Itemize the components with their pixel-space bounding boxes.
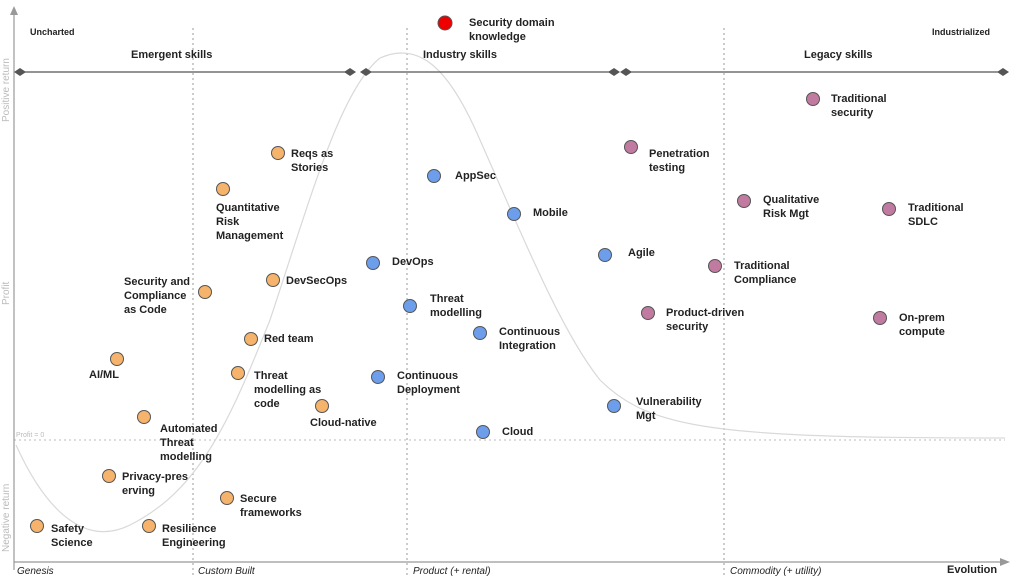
node-dot-agile	[598, 248, 612, 262]
y-axis-arrow	[10, 6, 18, 15]
node-label-secure-frameworks: Secure frameworks	[240, 493, 302, 519]
zone-bracket-emergent	[14, 68, 356, 76]
y-label-profit: Profit	[1, 281, 12, 305]
node-label-qualitative-risk-mgt: Qualitative Risk Mgt	[763, 194, 820, 220]
node-dot-product-driven-security	[641, 306, 655, 320]
node-label-ai-ml: AI/ML	[89, 369, 119, 381]
node-dot-vulnerability-mgt	[607, 399, 621, 413]
node-dot-penetration-testing	[624, 140, 638, 154]
node-label-traditional-security: Traditional security	[831, 93, 887, 119]
node-label-cloud: Cloud	[502, 426, 534, 438]
zone-bracket-legacy	[620, 68, 1009, 76]
node-label-safety-science: Safety Science	[51, 523, 93, 549]
zone-label-legacy: Legacy skills	[804, 49, 873, 61]
node-label-threat-modelling-as-code: Threat modelling as code	[254, 370, 322, 410]
industrialized-label: Industrialized	[932, 27, 991, 37]
node-label-traditional-sdlc: Traditional SDLC	[908, 202, 964, 228]
y-label-negative: Negative return	[1, 483, 12, 552]
profit-zero-label: Profit = 0	[16, 432, 45, 439]
node-label-mobile: Mobile	[533, 207, 568, 219]
node-dot-traditional-compliance	[708, 259, 722, 273]
node-dot-qualitative-risk-mgt	[737, 194, 751, 208]
node-dot-quantitative-risk-management	[216, 182, 230, 196]
node-dot-traditional-security	[806, 92, 820, 106]
node-dot-continuous-integration	[473, 326, 487, 340]
node-label-security-compliance-as-code: Security and Compliance as Code	[124, 276, 191, 316]
phase-genesis: Genesis	[17, 566, 54, 577]
node-dot-automated-threat-modelling	[137, 410, 151, 424]
node-dot-continuous-deployment	[371, 370, 385, 384]
zone-label-industry: Industry skills	[423, 49, 497, 61]
node-dot-security-and-compliance-as-code	[198, 285, 212, 299]
node-dot-appsec	[427, 169, 441, 183]
node-label-cloud-native: Cloud-native	[310, 417, 377, 429]
node-label-agile: Agile	[628, 247, 655, 259]
uncharted-label: Uncharted	[30, 27, 75, 37]
node-label-on-prem-compute: On-prem compute	[899, 312, 945, 338]
zone-bracket-industry	[360, 68, 620, 76]
node-label-penetration-testing: Penetration testing	[649, 148, 710, 174]
node-label-privacy-preserving: Privacy-pres erving	[122, 471, 189, 497]
node-dot-reqs-as-stories	[271, 146, 285, 160]
node-label-security-domain-knowledge: Security domain knowledge	[469, 17, 555, 43]
phase-commodity: Commodity (+ utility)	[730, 566, 822, 577]
node-dot-devops	[366, 256, 380, 270]
node-dot-resilience-engineering	[142, 519, 156, 533]
node-dot-privacy-pres-erving	[102, 469, 116, 483]
node-dot-mobile	[507, 207, 521, 221]
phase-product: Product (+ rental)	[413, 566, 491, 577]
node-dot-devsecops	[266, 273, 280, 287]
node-label-devsecops: DevSecOps	[286, 275, 348, 287]
node-dot-safety-science	[30, 519, 44, 533]
phase-custom-built: Custom Built	[198, 566, 255, 577]
x-axis-label: Evolution	[947, 564, 998, 576]
node-dot-secure-frameworks	[220, 491, 234, 505]
node-dot-threat-modelling	[403, 299, 417, 313]
node-dot-cloud	[476, 425, 490, 439]
node-label-red-team: Red team	[264, 333, 314, 345]
node-label-quantitative-risk-management: Quantitative Risk Management	[216, 202, 284, 242]
node-label-traditional-compliance: Traditional Compliance	[734, 260, 797, 286]
node-label-continuous-deployment: Continuous Deployment	[397, 370, 460, 396]
zone-label-emergent: Emergent skills	[131, 49, 213, 61]
node-label-product-driven-security: Product-driven security	[666, 307, 745, 333]
node-label-threat-modelling: Threat modelling	[430, 293, 482, 319]
node-label-reqs-as-stories: Reqs as Stories	[291, 148, 334, 174]
node-label-continuous-integration: Continuous Integration	[499, 326, 561, 352]
node-dot-red-team	[244, 332, 258, 346]
node-label-appsec: AppSec	[455, 170, 496, 182]
node-dot-ai-ml	[110, 352, 124, 366]
node-dot-threat-modelling-as-code	[231, 366, 245, 380]
node-dot-security-domain-knowledge	[437, 15, 453, 31]
node-dot-on-prem-compute	[873, 311, 887, 325]
node-dot-traditional-sdlc	[882, 202, 896, 216]
x-axis-arrow	[1000, 558, 1010, 566]
node-label-automated-threat-modelling: Automated Threat modelling	[160, 423, 218, 463]
return-curve	[15, 52, 1006, 533]
node-label-resilience-engineering: Resilience Engineering	[162, 523, 226, 549]
node-dot-cloud-native	[315, 399, 329, 413]
y-label-positive: Positive return	[1, 58, 12, 122]
node-label-vulnerability-mgt: Vulnerability Mgt	[636, 396, 702, 422]
node-label-devops: DevOps	[392, 256, 434, 268]
